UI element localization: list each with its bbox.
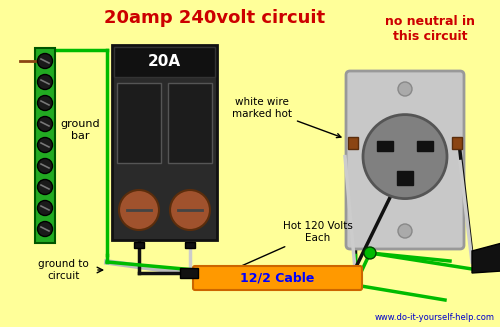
Text: 20amp 240volt circuit: 20amp 240volt circuit: [104, 9, 326, 27]
Text: white wire
marked hot: white wire marked hot: [232, 97, 341, 138]
Circle shape: [38, 159, 52, 174]
Bar: [35, 48, 55, 243]
Circle shape: [398, 224, 412, 238]
Circle shape: [38, 221, 52, 236]
Text: www.do-it-yourself-help.com: www.do-it-yourself-help.com: [375, 313, 495, 322]
Bar: [397, 171, 413, 185]
Circle shape: [38, 116, 52, 131]
Circle shape: [38, 137, 52, 152]
Polygon shape: [472, 243, 500, 273]
FancyBboxPatch shape: [346, 71, 464, 249]
Bar: [417, 141, 433, 151]
Text: no neutral in
this circuit: no neutral in this circuit: [385, 15, 475, 43]
Circle shape: [398, 82, 412, 96]
Bar: [377, 141, 393, 151]
Circle shape: [38, 95, 52, 111]
Bar: [134, 242, 144, 248]
Text: ground to
circuit: ground to circuit: [38, 259, 89, 281]
Circle shape: [38, 54, 52, 68]
Bar: [117, 83, 161, 163]
Circle shape: [38, 200, 52, 215]
Bar: [112, 45, 217, 240]
Bar: [452, 137, 462, 148]
Circle shape: [363, 114, 447, 198]
Text: Hot 120 Volts
Each: Hot 120 Volts Each: [234, 221, 353, 269]
Bar: [185, 242, 195, 248]
Bar: [168, 83, 212, 163]
Circle shape: [38, 180, 52, 195]
Circle shape: [119, 190, 159, 230]
Text: ground
bar: ground bar: [60, 119, 100, 141]
Bar: [114, 47, 215, 77]
Circle shape: [364, 247, 376, 259]
FancyBboxPatch shape: [193, 266, 362, 290]
Text: 12/2 Cable: 12/2 Cable: [240, 271, 314, 284]
Text: 20A: 20A: [148, 55, 181, 70]
Bar: [348, 137, 358, 148]
Circle shape: [38, 75, 52, 90]
Circle shape: [170, 190, 210, 230]
Bar: [180, 268, 198, 278]
